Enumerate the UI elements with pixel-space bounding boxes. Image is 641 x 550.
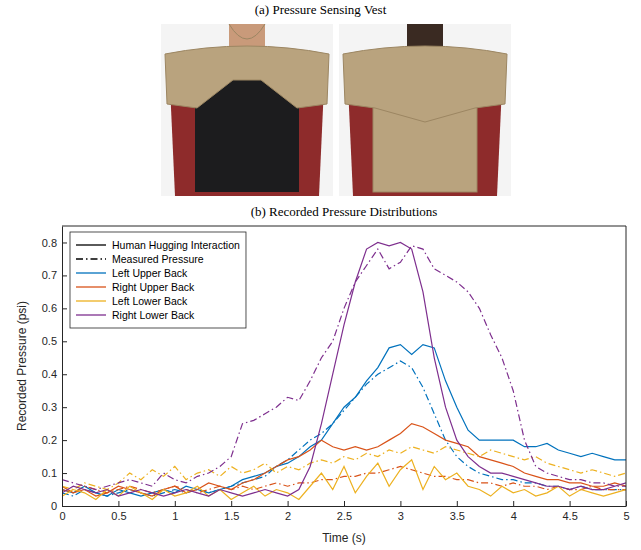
tick-mark [62,407,67,408]
tick-mark [118,501,119,506]
tick: 3.5 [450,501,465,522]
plot-area [62,226,626,506]
frame [62,226,626,227]
tick: 4.5 [562,501,577,522]
legend-label: Left Lower Back [112,295,188,307]
vest-front-photo [161,24,333,196]
tick-label: 0.6 [42,302,57,314]
panel-title: (a) Pressure Sensing Vest [255,2,387,17]
x-axis-title: Time (s) [322,531,366,545]
legend-label: Right Upper Back [112,281,195,293]
tick-mark [513,501,514,506]
tick-mark [62,275,67,276]
tick-label: 4 [511,510,517,522]
tick-mark [288,501,289,506]
tick-mark [231,501,232,506]
tick-mark [62,506,67,507]
tick: 2.5 [337,501,352,522]
tick: 0.1 [42,467,67,479]
tick-mark [62,242,67,243]
series-line [62,361,626,496]
tick: 0.8 [42,236,67,248]
tick-label: 5 [623,510,629,522]
legend-swatch [76,258,106,259]
tick-mark [570,501,571,506]
tick: 3 [398,501,404,522]
vest-back-photo [339,24,511,196]
legend-swatch [76,272,106,273]
photo-ground [161,24,333,196]
frame [626,226,627,506]
legend-swatch [76,286,106,287]
legend-swatch [76,244,106,245]
tick: 2 [285,501,291,522]
y-axis-title: Recorded Pressure (psi) [15,301,29,431]
tick-mark [175,501,176,506]
tick-mark [344,501,345,506]
x-axis: 0 0.5 1 1.5 2 2.5 3 3.5 4 4.5 5 [59,501,629,522]
tick-label: 1 [172,510,178,522]
legend-swatch [76,300,106,301]
tick-label: 2 [285,510,291,522]
collar [229,24,265,39]
shoulder-pads [343,46,507,122]
legend-box [70,232,246,328]
tick: 0.3 [42,401,67,413]
tick-label: 3 [398,510,404,522]
legend-label: Right Lower Back [112,309,195,321]
series-line [62,345,626,497]
tick-mark [62,308,67,309]
axis-line [63,506,627,507]
tick-mark [62,473,67,474]
tick: 0 [51,500,67,512]
tick-label: 1.5 [224,510,239,522]
tick-label: 0 [51,500,57,512]
tick-label: 0.5 [42,335,57,347]
series-line [62,424,626,496]
photo-ground [339,24,511,196]
tick: 4 [511,501,517,522]
tick-label: 2.5 [337,510,352,522]
tick-label: 0.7 [42,269,57,281]
tick: 0.5 [42,335,67,347]
tick-label: 0.3 [42,401,57,413]
tick-label: 0.5 [111,510,126,522]
tick-label: 3.5 [450,510,465,522]
legend-swatch [76,314,106,315]
shoulder-pads [165,46,329,108]
tick-label: 0 [59,510,65,522]
legend: Human Hugging Interaction Measured Pressu… [70,232,246,328]
legend-label: Left Upper Back [112,267,188,279]
tick-mark [62,440,67,441]
legend-label: Measured Pressure [112,253,204,265]
series-line [62,460,626,500]
lines [62,242,626,499]
tick: 0.6 [42,302,67,314]
series-line [62,447,626,490]
tick-label: 0.1 [42,467,57,479]
axis-line [62,227,63,507]
tick-label: 0.4 [42,368,57,380]
y-axis: 0 0.1 0.2 0.3 0.4 0.5 0.6 0.7 0.8 [42,227,67,513]
series-line [62,242,626,496]
tick-mark [62,374,67,375]
series-line [62,246,626,490]
tick-label: 0.2 [42,434,57,446]
tick-mark [400,501,401,506]
tick: 0.4 [42,368,67,380]
tick: 0.2 [42,434,67,446]
tick: 0.7 [42,269,67,281]
chart-title: (b) Recorded Pressure Distributions [251,204,438,219]
tick-mark [62,341,67,342]
tick: 0.5 [111,501,126,522]
tick-label: 0.8 [42,236,57,248]
tick: 1.5 [224,501,239,522]
figure: (a) Pressure Sensing Vest (b) Recorded Pr… [0,0,641,550]
tick: 1 [172,501,178,522]
tick-mark [457,501,458,506]
legend-label: Human Hugging Interaction [112,239,240,251]
tick-label: 4.5 [562,510,577,522]
